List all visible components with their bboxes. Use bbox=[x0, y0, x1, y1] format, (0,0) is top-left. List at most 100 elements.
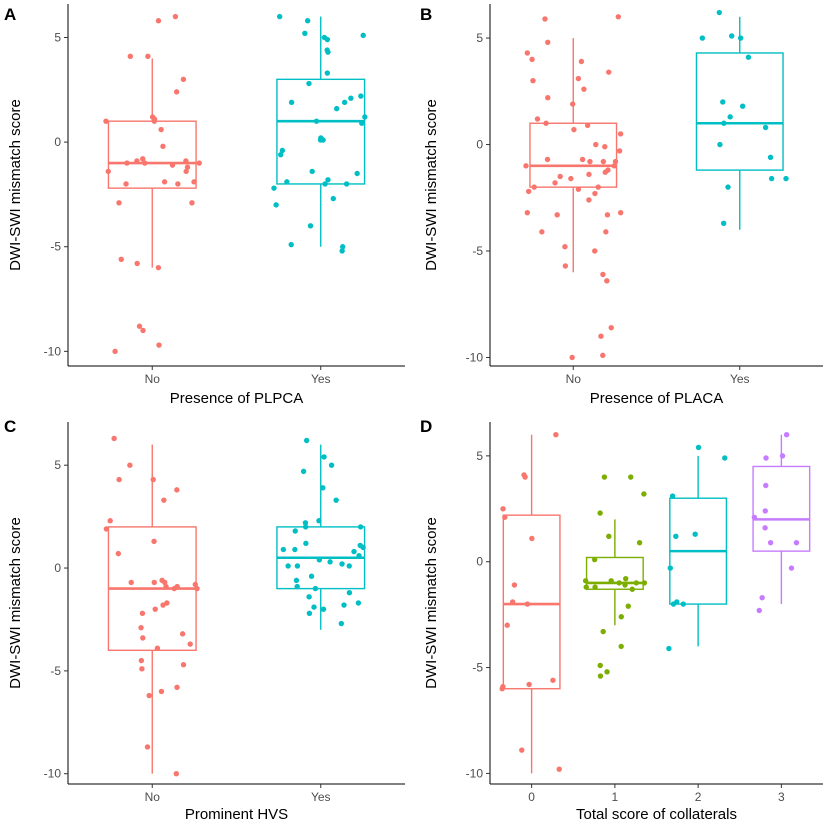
data-point bbox=[316, 557, 323, 563]
group-0: 0 bbox=[499, 432, 562, 804]
data-point bbox=[134, 260, 140, 267]
x-tick-label: No bbox=[145, 372, 161, 386]
data-point bbox=[606, 69, 612, 75]
data-point bbox=[184, 164, 191, 170]
panel-letter: D bbox=[420, 417, 432, 436]
data-point bbox=[612, 158, 619, 165]
data-point bbox=[511, 582, 518, 588]
data-point bbox=[145, 53, 151, 60]
x-axis-title: Total score of collaterals bbox=[576, 806, 737, 823]
data-point bbox=[151, 579, 157, 586]
data-point bbox=[183, 168, 189, 175]
data-point bbox=[172, 13, 179, 20]
data-point bbox=[616, 148, 623, 154]
y-tick-label: 5 bbox=[476, 31, 483, 45]
data-point bbox=[586, 197, 592, 203]
data-point bbox=[756, 607, 762, 614]
y-tick-label: -10 bbox=[466, 350, 484, 364]
data-point bbox=[695, 444, 702, 451]
y-tick-label: 5 bbox=[54, 458, 61, 472]
data-point bbox=[601, 474, 608, 480]
data-point bbox=[341, 602, 347, 608]
data-point bbox=[779, 453, 786, 459]
data-point bbox=[179, 631, 186, 637]
data-point bbox=[600, 352, 606, 359]
data-point bbox=[358, 93, 364, 99]
data-point bbox=[158, 126, 164, 133]
data-point bbox=[140, 327, 146, 334]
data-point bbox=[699, 35, 706, 41]
data-point bbox=[360, 32, 366, 39]
box bbox=[695, 52, 784, 171]
data-point bbox=[768, 175, 775, 182]
data-point bbox=[542, 16, 548, 22]
data-point bbox=[641, 491, 647, 497]
data-point bbox=[325, 49, 331, 55]
data-point bbox=[673, 533, 679, 540]
data-point bbox=[667, 565, 673, 571]
data-point bbox=[105, 168, 111, 175]
data-point bbox=[600, 628, 606, 635]
data-point bbox=[173, 771, 180, 777]
data-point bbox=[534, 116, 541, 122]
panel-c: C -10 -5 0 5 DWI-SWI mismatch score Prominent … bbox=[4, 417, 405, 823]
data-point bbox=[340, 244, 346, 250]
data-point bbox=[127, 53, 134, 60]
group-2: 2 bbox=[666, 444, 728, 804]
data-point bbox=[737, 35, 744, 41]
x-tick-label: Yes bbox=[311, 372, 331, 386]
data-point bbox=[622, 582, 628, 588]
data-point bbox=[360, 544, 366, 551]
data-point bbox=[617, 131, 624, 137]
data-point bbox=[628, 474, 634, 480]
data-point bbox=[103, 118, 109, 124]
data-point bbox=[322, 181, 328, 187]
data-point bbox=[625, 603, 631, 609]
y-axis-title: DWI-SWI mismatch score bbox=[423, 517, 440, 689]
data-point bbox=[142, 160, 148, 166]
data-point bbox=[526, 681, 532, 688]
data-point bbox=[339, 561, 345, 567]
data-point bbox=[187, 641, 193, 647]
data-point bbox=[597, 510, 603, 516]
data-point bbox=[339, 248, 345, 254]
data-point bbox=[522, 474, 528, 480]
data-point bbox=[324, 70, 331, 76]
data-point bbox=[763, 455, 769, 461]
box bbox=[585, 556, 644, 590]
data-point bbox=[304, 18, 311, 24]
data-point bbox=[312, 585, 319, 592]
data-point bbox=[716, 9, 723, 16]
data-point bbox=[519, 747, 525, 753]
data-point bbox=[306, 610, 313, 616]
data-point bbox=[161, 497, 167, 503]
data-point bbox=[140, 156, 146, 162]
data-point bbox=[112, 348, 118, 355]
data-point bbox=[552, 180, 558, 186]
data-point bbox=[359, 120, 365, 126]
data-point bbox=[759, 595, 765, 601]
x-axis-title: Presence of PLPCA bbox=[170, 390, 303, 407]
data-point bbox=[763, 482, 769, 489]
data-point bbox=[545, 39, 551, 46]
data-point bbox=[611, 163, 617, 169]
data-point bbox=[578, 58, 585, 65]
data-point bbox=[154, 645, 161, 651]
data-point bbox=[608, 324, 614, 331]
data-point bbox=[180, 662, 187, 668]
data-point bbox=[196, 160, 202, 166]
data-point bbox=[545, 94, 551, 101]
data-point bbox=[303, 437, 310, 444]
data-point bbox=[604, 669, 610, 675]
data-point bbox=[309, 168, 315, 175]
x-axis-title: Prominent HVS bbox=[185, 806, 288, 823]
data-point bbox=[593, 141, 599, 148]
data-point bbox=[616, 580, 622, 586]
data-point bbox=[183, 158, 189, 164]
panel-letter: C bbox=[4, 417, 16, 436]
data-point bbox=[288, 99, 295, 106]
data-point bbox=[338, 620, 345, 627]
x-tick-label: 2 bbox=[695, 790, 702, 804]
y-axis-title: DWI-SWI mismatch score bbox=[7, 99, 24, 271]
data-point bbox=[271, 185, 277, 191]
